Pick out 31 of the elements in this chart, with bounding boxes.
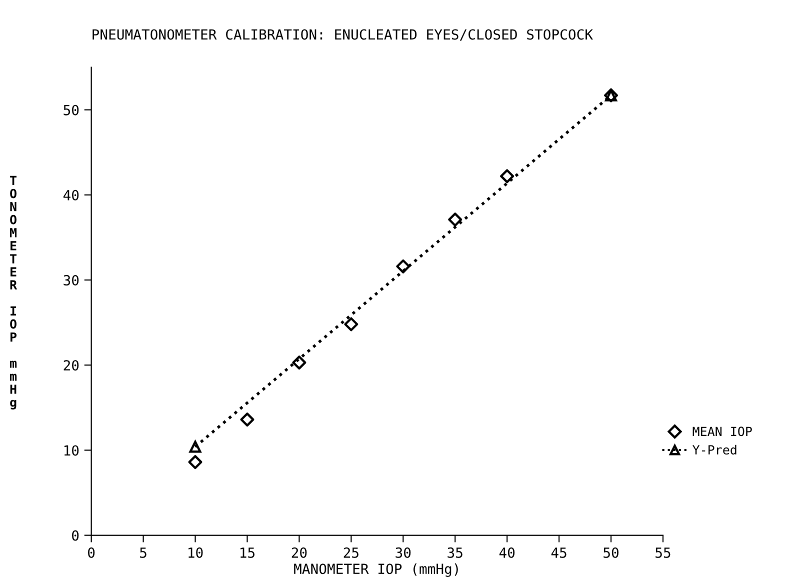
- y-tick-label: 40: [63, 190, 79, 200]
- x-tick-label: 10: [188, 547, 203, 558]
- y-tick-label: 10: [64, 445, 79, 456]
- point: [240, 412, 254, 427]
- x-tick-label: 55: [656, 548, 670, 558]
- x-tick-label: 40: [499, 547, 515, 558]
- point: [292, 356, 306, 370]
- chart-title: PNEUMATONOMETER CALIBRATION: ENUCLEATED EYES/CLOSED STOPCOCK: [92, 29, 593, 41]
- y-tick-label: 0: [72, 530, 79, 541]
- x-tick-label: 50: [604, 547, 618, 558]
- point: [500, 169, 514, 184]
- point: [396, 259, 410, 274]
- y-tick-label: 30: [64, 275, 79, 286]
- x-tick-label: 0: [88, 547, 95, 558]
- point: [189, 440, 202, 453]
- x-tick-label: 30: [396, 547, 411, 558]
- x-tick-label: 25: [344, 547, 358, 558]
- legend-label: Y-Pred: [692, 444, 736, 455]
- text: TONOMETER IOP mmHg: [10, 176, 18, 410]
- point: [344, 317, 358, 332]
- x-tick-label: 45: [551, 548, 566, 558]
- x-axis-title: MANOMETER IOP (mmHg): [294, 563, 458, 577]
- y-tick-label: 50: [64, 104, 79, 116]
- point: [448, 212, 462, 227]
- x-tick-label: 20: [292, 547, 307, 558]
- x-tick-label: 35: [448, 547, 462, 558]
- y-tick-label: 20: [64, 360, 79, 371]
- legend-label: MEAN IOP: [692, 426, 752, 436]
- x-tick-label: 15: [240, 548, 254, 558]
- point: [188, 455, 202, 470]
- x-tick-label: 5: [140, 548, 146, 558]
